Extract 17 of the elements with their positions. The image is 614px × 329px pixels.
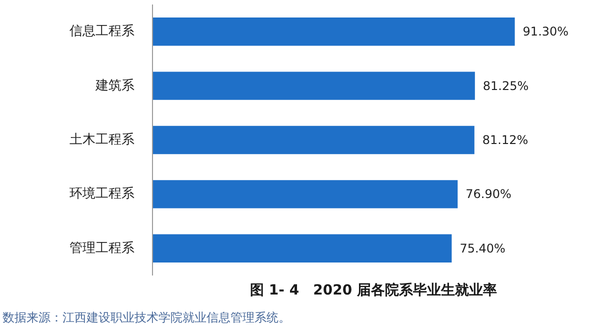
text: 图 1- 4 2020 届各院系毕业生就业率	[250, 282, 497, 298]
y-tick-label: 信息工程系	[70, 24, 134, 40]
y-tick-label: 环境工程系	[70, 186, 134, 202]
bar	[152, 18, 515, 46]
bar	[152, 180, 458, 208]
data-label: 81.25%	[482, 78, 529, 93]
data-label: 91.30%	[522, 24, 569, 39]
y-tick-label: 建筑系	[94, 78, 134, 94]
y-tick-label: 土木工程系	[70, 132, 134, 148]
data-label: 81.12%	[482, 133, 528, 147]
data-label: 75.40%	[460, 241, 506, 256]
bar	[152, 72, 475, 100]
data-label: 76.90%	[466, 187, 512, 202]
bar	[152, 126, 474, 154]
bar	[152, 234, 452, 262]
y-tick-label: 管理工程系	[70, 240, 134, 256]
source-note: 数据来源：江西建设职业技术学院就业信息管理系统。	[2, 310, 290, 324]
